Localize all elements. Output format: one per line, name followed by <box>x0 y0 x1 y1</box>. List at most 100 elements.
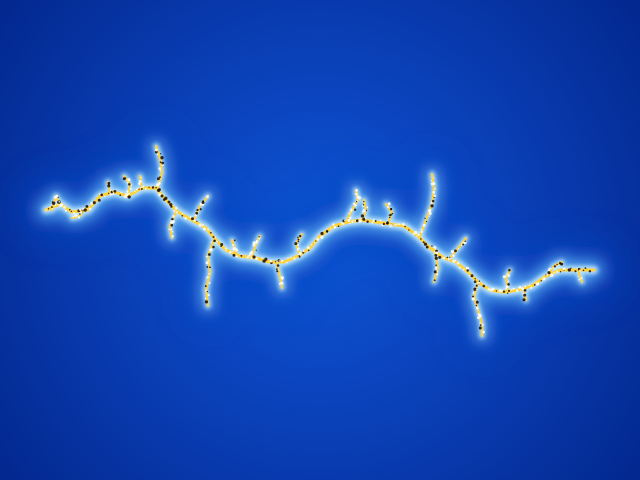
filament-speck <box>423 242 428 246</box>
filament-speck <box>172 215 175 218</box>
filament-speck <box>427 209 432 213</box>
filament-speck <box>332 223 335 226</box>
filament-speck <box>366 206 369 209</box>
filament-branch <box>154 144 164 190</box>
filament-speck <box>482 330 485 334</box>
filament-speck <box>502 275 506 279</box>
filament-branch <box>576 268 584 284</box>
filament-speck <box>104 195 106 197</box>
filament-speck <box>389 208 393 211</box>
filament-speck <box>231 251 233 253</box>
filament-speck <box>588 270 592 273</box>
filament-speck <box>479 322 481 324</box>
filament-speck <box>297 238 300 241</box>
filament-speck <box>356 195 360 199</box>
filament-speck <box>206 290 208 293</box>
filament-speck <box>553 271 555 274</box>
filament-speck <box>436 270 439 273</box>
filament-speck <box>433 246 437 249</box>
filament-speck <box>450 249 454 254</box>
filament-speck <box>199 208 202 211</box>
filament-speck <box>235 255 239 258</box>
filament-speck <box>255 241 258 244</box>
filament-speck <box>202 200 205 203</box>
filament-speck <box>110 189 112 191</box>
filament-speck <box>464 240 466 243</box>
filament-speck <box>379 219 382 222</box>
filament-speck <box>171 218 174 221</box>
filament-speck <box>362 217 366 221</box>
filament-speck <box>329 227 332 230</box>
filament-speck <box>495 290 498 292</box>
filament-speck <box>51 206 53 209</box>
filament-speck <box>207 228 210 231</box>
filament-speck <box>452 254 455 257</box>
filament-speck <box>553 265 557 268</box>
filament-speck <box>337 225 340 228</box>
filament-speck <box>277 269 279 271</box>
filament-speck <box>134 190 136 193</box>
filament-speck <box>431 199 435 203</box>
filament-speck <box>420 238 422 240</box>
filament-speck <box>507 292 509 294</box>
filament-speck <box>209 248 213 252</box>
filament-speck <box>417 233 420 236</box>
filament-speck <box>214 236 216 238</box>
filament-speck <box>107 184 111 188</box>
filament-speck <box>466 269 469 272</box>
filament-speck <box>181 214 184 217</box>
filament-speck <box>198 223 202 227</box>
filament-speck <box>477 281 480 285</box>
filament-speck <box>512 287 515 291</box>
filament-speck <box>366 220 369 224</box>
filament-speck <box>129 187 132 190</box>
filament-speck <box>315 240 317 242</box>
filament-speck <box>77 215 81 219</box>
filament-speck <box>119 194 122 196</box>
filament-speck <box>435 250 437 252</box>
filament-speck <box>508 268 511 272</box>
filament-speck <box>169 203 173 207</box>
filament-speck <box>382 222 386 226</box>
filament-speck <box>374 220 377 222</box>
filament-speck <box>435 264 437 266</box>
filament-speck <box>85 204 89 208</box>
filament-speck <box>164 196 168 200</box>
filament-speck <box>462 268 465 271</box>
filament-speck <box>196 208 199 212</box>
filament-speck <box>364 217 367 220</box>
filament-speck <box>142 185 145 188</box>
filament-speck <box>293 257 296 260</box>
filament-speck <box>280 281 284 285</box>
filament-speck <box>388 214 391 217</box>
filament-speck <box>170 228 173 231</box>
filament-speck <box>225 249 227 252</box>
filament-speck <box>574 270 577 273</box>
filament-speck <box>391 212 394 215</box>
filament-speck <box>347 218 351 222</box>
filament-speck <box>191 217 194 221</box>
filament-speck <box>320 235 324 239</box>
filament-speck <box>138 188 140 190</box>
filament-speck <box>159 161 162 164</box>
filament-speck <box>465 266 470 270</box>
filament-speck <box>255 249 257 251</box>
filament-speck <box>358 219 362 223</box>
filament-speck <box>454 259 456 262</box>
filament-speck <box>196 220 198 222</box>
filament-speck <box>205 261 209 265</box>
filament-speck <box>502 290 506 293</box>
filament-speck <box>523 288 527 292</box>
filament-speck <box>362 209 366 213</box>
filament-speck <box>430 204 434 208</box>
filament-speck <box>481 323 484 326</box>
filament-speck <box>389 213 392 217</box>
filament-speck <box>355 219 359 223</box>
filament-speck <box>290 256 292 259</box>
filament-speck <box>434 188 436 190</box>
filament-speck <box>286 261 288 264</box>
filament-speck <box>137 182 141 185</box>
filament-speck <box>224 247 227 250</box>
filament-speck <box>491 287 495 291</box>
filament-speck <box>316 237 320 241</box>
